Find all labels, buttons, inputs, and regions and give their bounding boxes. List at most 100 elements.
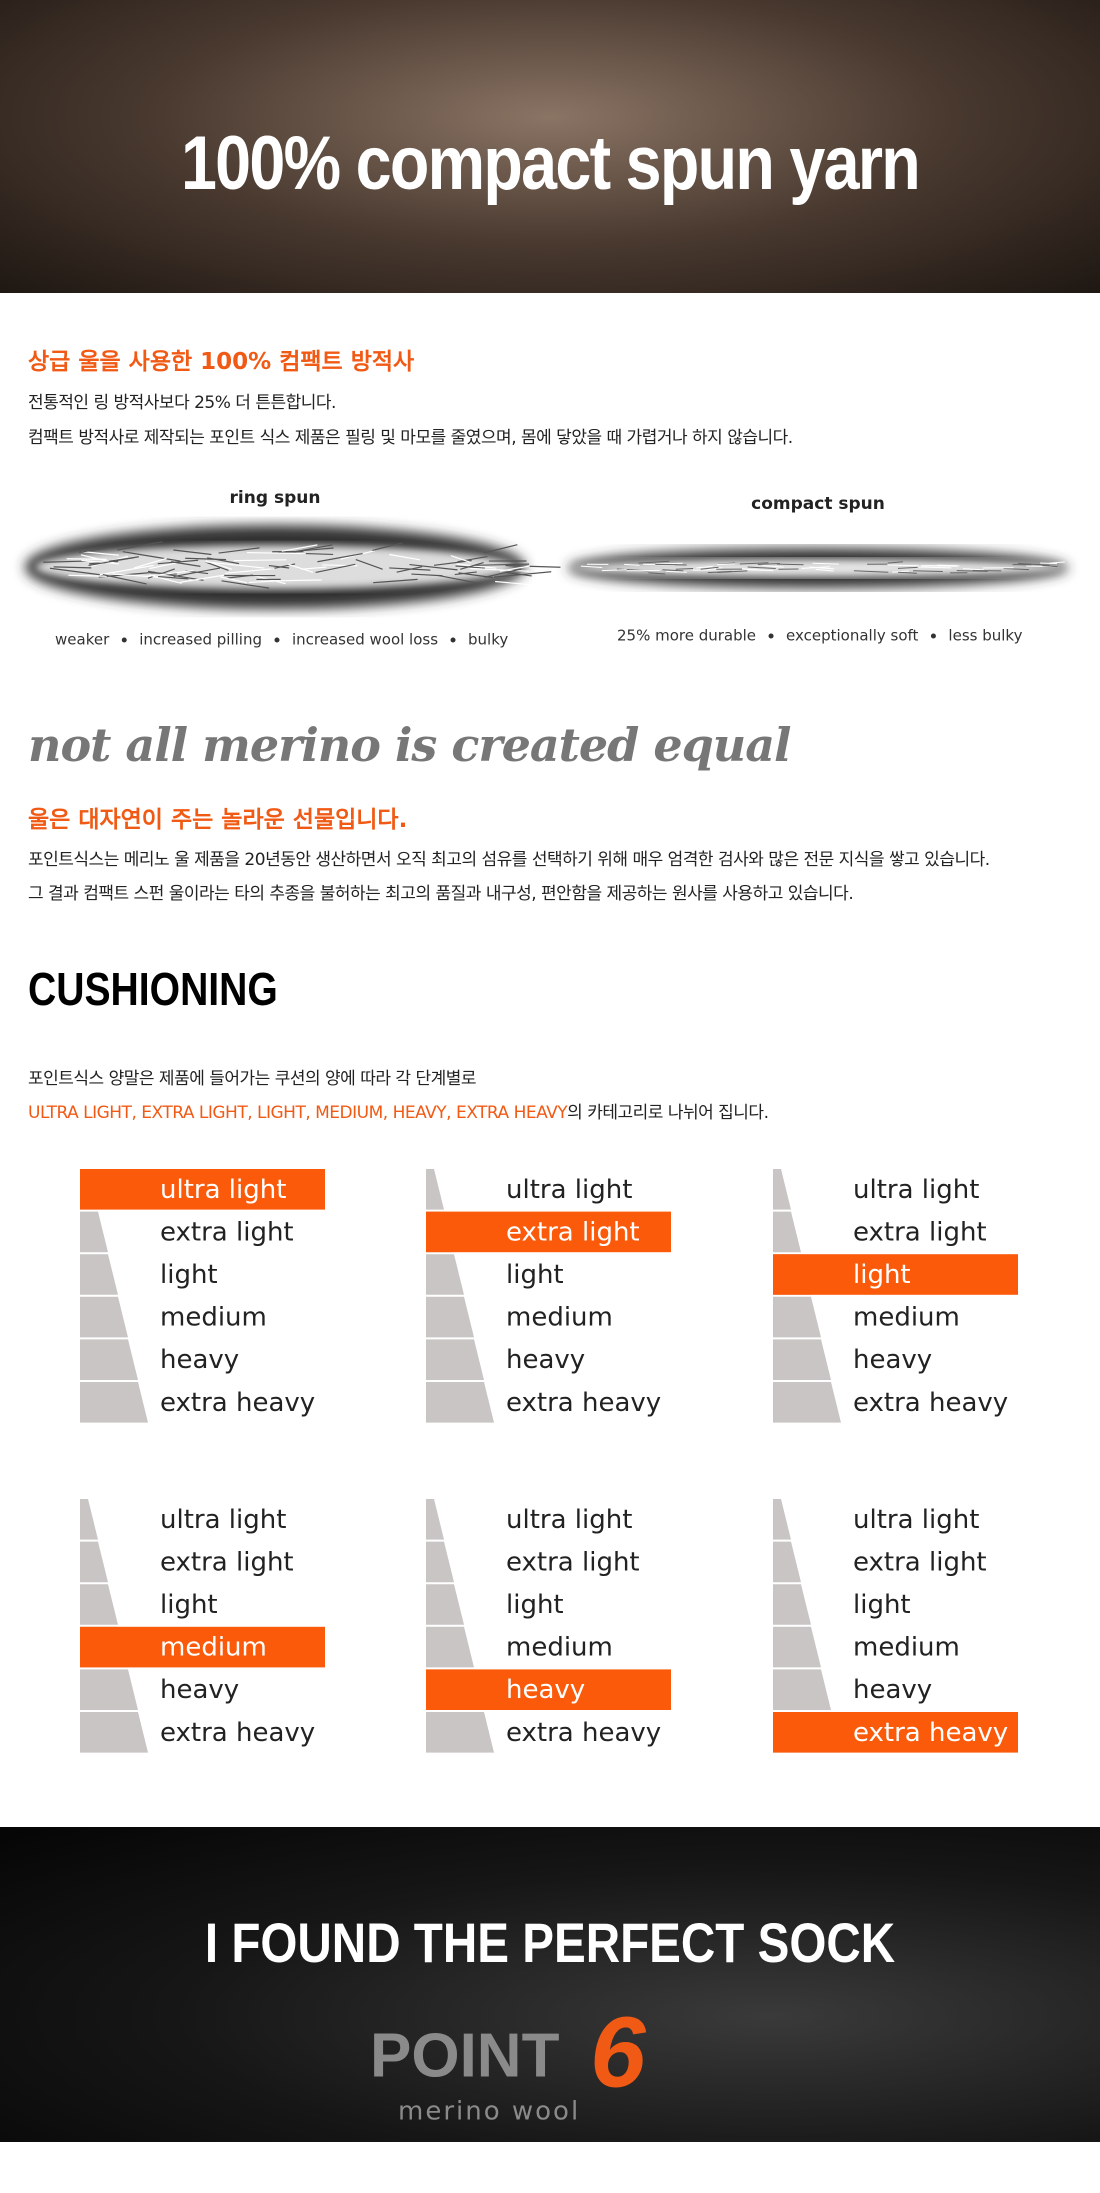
fiber [102, 574, 147, 585]
hero-title: 100% compact spun yarn [180, 121, 921, 206]
yarn-caption: 25% more durable [617, 627, 756, 645]
fiber [707, 567, 723, 570]
cushion-level: extra heavy [506, 1388, 661, 1418]
fiber [666, 570, 687, 573]
fiber [456, 563, 497, 569]
yarn-caption: exceptionally soft [786, 627, 918, 645]
fiber [281, 544, 318, 552]
fiber [78, 547, 107, 553]
fiber [580, 565, 603, 568]
highlight-text: ULTRA LIGHT, EXTRA LIGHT, LIGHT, MEDIUM,… [28, 1103, 568, 1123]
cushion-level: light [160, 1590, 218, 1620]
yarn-caption: less bulky [948, 627, 1022, 645]
logo-sub: merino wool [398, 2097, 580, 2127]
cushion-level: heavy [506, 1675, 585, 1705]
fiber [460, 562, 484, 570]
section-heading: 상급 울을 사용한 100% 컴팩트 방적사 [28, 349, 415, 375]
logo-word: POINT [370, 2021, 560, 2090]
fiber [81, 559, 119, 565]
fiber [696, 565, 713, 569]
cushion-wedge [426, 1169, 444, 1210]
fiber [812, 562, 839, 565]
cushion-level: extra heavy [160, 1388, 315, 1418]
cushion-level: extra heavy [506, 1718, 661, 1748]
highlight-bar [426, 1211, 671, 1253]
fiber [505, 564, 561, 568]
fiber [315, 563, 356, 574]
cushion-level: extra light [506, 1217, 640, 1247]
fiber [248, 580, 277, 584]
cushion-level: medium [160, 1633, 267, 1663]
fiber [700, 566, 719, 570]
yarn-label: compact spun [751, 494, 885, 514]
fiber [898, 571, 917, 574]
section-heading: 울은 대자연이 주는 놀라운 선물입니다. [28, 807, 408, 833]
cushion-wedge [426, 1339, 484, 1380]
fiber [49, 567, 104, 576]
fiber [638, 560, 670, 564]
fiber [762, 564, 784, 568]
fiber [483, 544, 518, 554]
fiber [225, 574, 254, 579]
yarn-comparison: ring spun compact spun weaker increased p… [25, 488, 1068, 649]
cushion-wedge [773, 1669, 831, 1710]
fiber [892, 570, 910, 573]
fiber [887, 564, 919, 567]
highlight-bar [80, 1169, 325, 1210]
fiber [372, 542, 403, 552]
fiber [655, 562, 683, 565]
cushion-wedge [426, 1382, 494, 1423]
fiber [43, 560, 87, 563]
fiber [373, 578, 418, 584]
fiber [918, 566, 952, 569]
cushion-panel: ultra light extra light light medium heavy ex… [80, 1169, 325, 1423]
cushion-wedge [773, 1169, 791, 1210]
fiber [145, 569, 194, 578]
slogan: I FOUND THE PERFECT SOCK [204, 1911, 896, 1974]
fiber [205, 561, 229, 571]
fiber [224, 568, 275, 574]
fiber [499, 565, 530, 572]
fiber [601, 569, 627, 572]
fiber [457, 555, 488, 563]
fiber [624, 563, 640, 566]
fiber [221, 580, 270, 589]
cushion-wedge [773, 1541, 801, 1583]
section-title: CUSHIONING [28, 963, 278, 1015]
fiber [495, 580, 550, 588]
fiber [317, 552, 363, 563]
cushion-wedge [773, 1626, 821, 1668]
fiber [411, 573, 443, 577]
fiber [1003, 568, 1029, 571]
fiber [655, 563, 687, 566]
fiber [484, 568, 522, 578]
fiber [962, 568, 984, 571]
cushion-wedge [426, 1296, 474, 1338]
cushion-wedge [80, 1499, 98, 1540]
cushion-wedge [426, 1254, 464, 1295]
fiber [117, 541, 163, 551]
fiber [505, 571, 532, 577]
cushion-level: ultra light [160, 1175, 286, 1205]
cushion-level: extra light [853, 1547, 987, 1577]
fiber [474, 563, 530, 566]
fiber [458, 572, 494, 579]
cushion-level: ultra light [506, 1175, 632, 1205]
cushion-level: light [853, 1590, 911, 1620]
fiber [1017, 562, 1050, 566]
fiber [158, 575, 189, 580]
cushion-level: medium [160, 1303, 267, 1333]
fiber [662, 569, 684, 572]
bullet [450, 637, 456, 643]
cushion-level: medium [506, 1303, 613, 1333]
fiber [173, 549, 212, 556]
cushion-level: light [160, 1260, 218, 1290]
fiber [956, 570, 988, 572]
cushion-level: extra heavy [853, 1388, 1008, 1418]
fiber [493, 571, 552, 578]
paragraph-line: 포인트식스는 메리노 울 제품을 20년동안 생산하면서 오직 최고의 섬유를 … [28, 850, 990, 870]
cushion-level: heavy [853, 1345, 932, 1375]
cushion-level: heavy [853, 1675, 932, 1705]
fiber [853, 570, 889, 573]
cushion-level: extra light [160, 1217, 294, 1247]
